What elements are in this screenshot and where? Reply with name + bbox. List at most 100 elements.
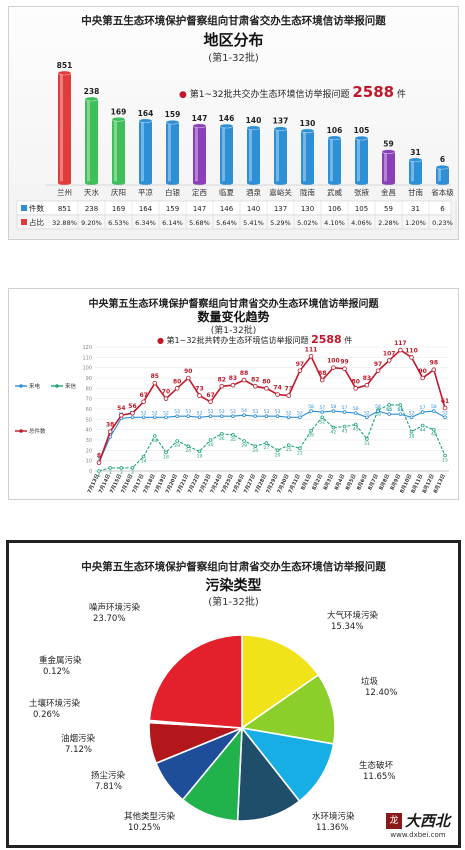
count-cell: 169 — [112, 205, 125, 213]
point-label-来信: 25 — [286, 447, 292, 453]
bar-value-label: 140 — [246, 116, 262, 125]
bar-highlight — [114, 119, 117, 183]
category-label: 省本级 — [431, 187, 454, 197]
point-label-总件数: 67 — [206, 392, 214, 399]
point-label-总件数: 80 — [352, 378, 360, 385]
point-label-总件数: 67 — [139, 392, 147, 399]
slice-value: 11.65% — [363, 772, 395, 782]
point-label-来电: 53 — [275, 409, 281, 415]
point-来信 — [275, 448, 280, 453]
point-总件数 — [409, 355, 414, 360]
point-来信 — [108, 466, 112, 470]
point-label-来电: 53 — [252, 409, 258, 415]
bar-白银 — [166, 122, 179, 183]
point-label-来电: 53 — [230, 409, 236, 415]
bar-base — [436, 181, 449, 185]
point-总件数 — [308, 354, 314, 359]
point-总件数 — [130, 410, 135, 416]
point-label-来信: 39 — [308, 433, 314, 439]
bar-cap — [327, 135, 342, 141]
point-label-来信: 3 — [131, 470, 134, 476]
bar-庆阳 — [112, 119, 125, 183]
point-总件数 — [152, 380, 158, 386]
bar-天水 — [85, 99, 98, 183]
count-legend-swatch — [21, 205, 27, 211]
point-来信 — [320, 415, 325, 420]
bar-highlight — [87, 99, 90, 183]
point-总件数 — [386, 358, 392, 363]
point-label-来信: 3 — [120, 470, 123, 476]
trend-note: ● 第1~32批共转办生态环境信访举报问题 2588 件 — [157, 333, 353, 346]
point-来电 — [320, 410, 325, 414]
count-cell: 140 — [247, 205, 260, 213]
point-label-来信: 31 — [364, 441, 370, 447]
point-label-来信: 34 — [152, 438, 158, 444]
bar-highlight — [168, 122, 171, 183]
trend-panel: 中央第五生态环境保护督察组向甘肃省交办生态环境信访举报问题 数量变化趋势 (第1… — [8, 288, 459, 500]
count-cell: 31 — [411, 205, 420, 213]
bar-value-label: 130 — [300, 119, 316, 128]
category-label: 白银 — [165, 187, 180, 197]
pie-title: 中央第五生态环境保护督察组向甘肃省交办生态环境信访举报问题 — [81, 561, 386, 573]
point-label-总件数: 54 — [117, 405, 125, 412]
bar-highlight — [384, 151, 387, 183]
point-来信 — [387, 403, 391, 407]
count-cell: 130 — [301, 205, 314, 213]
point-来信 — [164, 450, 168, 455]
slice-label: 油烟污染 — [61, 733, 96, 744]
point-label-来电: 53 — [208, 409, 214, 415]
point-label-来信: 36 — [219, 436, 225, 442]
bar-highlight — [330, 137, 333, 183]
bar-cap — [300, 128, 315, 134]
bar-base — [409, 181, 422, 185]
bar-value-label: 851 — [57, 61, 73, 70]
point-label-来信: 35 — [230, 437, 236, 443]
point-总件数 — [431, 367, 437, 373]
point-label-总件数: 82 — [251, 376, 259, 383]
bar-value-label: 147 — [192, 114, 208, 123]
bar-base — [274, 181, 287, 185]
point-总件数 — [297, 368, 303, 374]
share-cell: 6.14% — [162, 219, 183, 227]
share-row-label: 占比 — [29, 217, 44, 227]
point-label-来信: 3 — [109, 470, 112, 476]
bar-value-label: 238 — [84, 87, 100, 96]
bar-highlight — [222, 126, 225, 183]
point-总件数 — [219, 383, 225, 389]
point-来电 — [208, 414, 213, 419]
bar-cap — [246, 125, 261, 131]
point-来信 — [141, 454, 146, 459]
slice-水环境污染 — [236, 725, 301, 822]
bar-兰州 — [58, 73, 71, 183]
legend-marker — [55, 384, 59, 388]
point-来信 — [409, 429, 414, 434]
category-label: 嘉峪关 — [269, 187, 292, 197]
y-tick-label: 0 — [89, 469, 92, 475]
bar-cap — [57, 70, 72, 76]
region-distribution-panel: 中央第五生态环境保护督察组向甘肃省交办生态环境信访举报问题 地区分布 (第1-3… — [8, 6, 459, 240]
point-label-来电: 56 — [353, 406, 359, 412]
point-label-来信: 43 — [342, 429, 348, 435]
y-tick-label: 120 — [82, 345, 92, 351]
share-cell: 32.88% — [52, 219, 77, 227]
bar-cap — [138, 118, 153, 124]
bar-highlight — [141, 120, 144, 183]
point-来信 — [298, 446, 302, 451]
count-cell: 851 — [58, 205, 71, 213]
y-tick-label: 50 — [86, 417, 92, 423]
bar-cap — [273, 126, 288, 132]
category-label: 甘南 — [408, 187, 423, 197]
point-label-来信: 20 — [275, 452, 281, 458]
bar-base — [166, 181, 179, 185]
point-来电 — [342, 410, 347, 414]
point-总件数 — [174, 386, 180, 391]
point-label-来电: 52 — [141, 410, 147, 416]
point-来信 — [231, 433, 235, 437]
point-来电 — [153, 415, 157, 420]
point-来电 — [298, 415, 302, 420]
bar-highlight — [303, 130, 306, 183]
point-来信 — [253, 444, 258, 449]
y-tick-label: 30 — [86, 438, 92, 444]
pie-batch: (第1-32批) — [208, 597, 259, 608]
